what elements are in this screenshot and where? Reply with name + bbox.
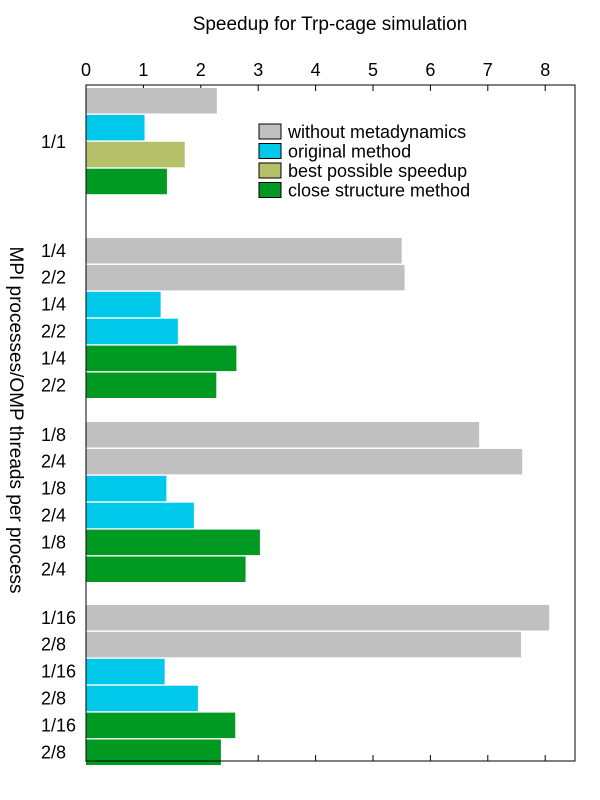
legend-swatch-close: [258, 182, 282, 198]
bar-without-1-16: [86, 605, 550, 631]
x-tick-label: 3: [253, 60, 263, 80]
legend-swatch-best: [258, 162, 282, 179]
bar-original-1-8: [86, 475, 167, 502]
y-axis-label: MPI processes/OMP threads per process: [5, 246, 26, 593]
row-label: 2/8: [41, 742, 66, 762]
row-label: 2/4: [41, 452, 66, 472]
legend-label-original: original method: [288, 142, 411, 162]
bar-without-2-8: [86, 631, 522, 658]
bar-close-1-8: [86, 529, 260, 556]
bar-original-2-8: [86, 685, 198, 712]
legend-swatch-original: [258, 143, 282, 159]
row-label: 2/2: [41, 268, 66, 288]
row-label: 1/16: [41, 608, 76, 628]
bar-close-1-4: [86, 345, 237, 372]
x-tick-label: 6: [425, 60, 435, 80]
legend-label-best: best possible speedup: [288, 161, 467, 181]
bar-without-2-4: [86, 448, 523, 475]
bar-without-2-2: [86, 264, 405, 291]
row-label: 2/8: [41, 635, 66, 655]
x-tick-label: 2: [196, 60, 206, 80]
bar-without-1-8: [86, 422, 480, 448]
bar-close-2-2: [86, 372, 217, 398]
row-label: 1/16: [41, 715, 76, 735]
x-tick-label: 5: [368, 60, 378, 80]
bar-close-1-16: [86, 712, 236, 739]
bar-original-serial: [86, 114, 145, 141]
row-label: 1/4: [41, 295, 66, 315]
bar-close-2-4: [86, 556, 246, 582]
x-axis-ticks: 0 1 2 3 4 5 6 7 8: [81, 60, 550, 761]
bar-without-1-4: [86, 238, 402, 264]
row-labels: 1/1 1/4 2/2 1/4 2/2 1/4 2/2 1/8 2/4 1/8 2/4 1/8 2/4 1…: [41, 132, 76, 762]
legend-swatch-without: [258, 123, 282, 140]
x-tick-label: 4: [311, 60, 321, 80]
bar-close-serial: [86, 168, 167, 195]
row-label: 1/4: [41, 348, 66, 368]
row-label: 1/8: [41, 425, 66, 445]
row-label: 1/8: [41, 479, 66, 499]
row-label: 1/16: [41, 662, 76, 682]
bar-best-serial: [86, 141, 185, 168]
row-label: 1/4: [41, 241, 66, 261]
row-label: 2/4: [41, 505, 66, 525]
bar-without-serial: [86, 88, 217, 114]
row-label: 2/4: [41, 559, 66, 579]
x-tick-label: 1: [138, 60, 148, 80]
row-label: 2/8: [41, 688, 66, 708]
row-label: 2/2: [41, 375, 66, 395]
bar-original-2-4: [86, 502, 194, 529]
bar-original-1-16: [86, 658, 165, 685]
x-tick-label: 7: [483, 60, 493, 80]
bar-original-1-4: [86, 291, 161, 318]
bar-original-2-2: [86, 318, 178, 345]
x-tick-label: 0: [81, 60, 91, 80]
row-label: 2/2: [41, 321, 66, 341]
row-label: 1/8: [41, 532, 66, 552]
group-label: 1/1: [41, 132, 66, 152]
x-tick-label: 8: [540, 60, 550, 80]
legend-label-without: without metadynamics: [287, 122, 466, 142]
plot-frame: [85, 84, 576, 762]
legend-label-close: close structure method: [288, 181, 470, 201]
bars: [86, 88, 550, 765]
chart-title: Speedup for Trp-cage simulation: [193, 14, 468, 35]
